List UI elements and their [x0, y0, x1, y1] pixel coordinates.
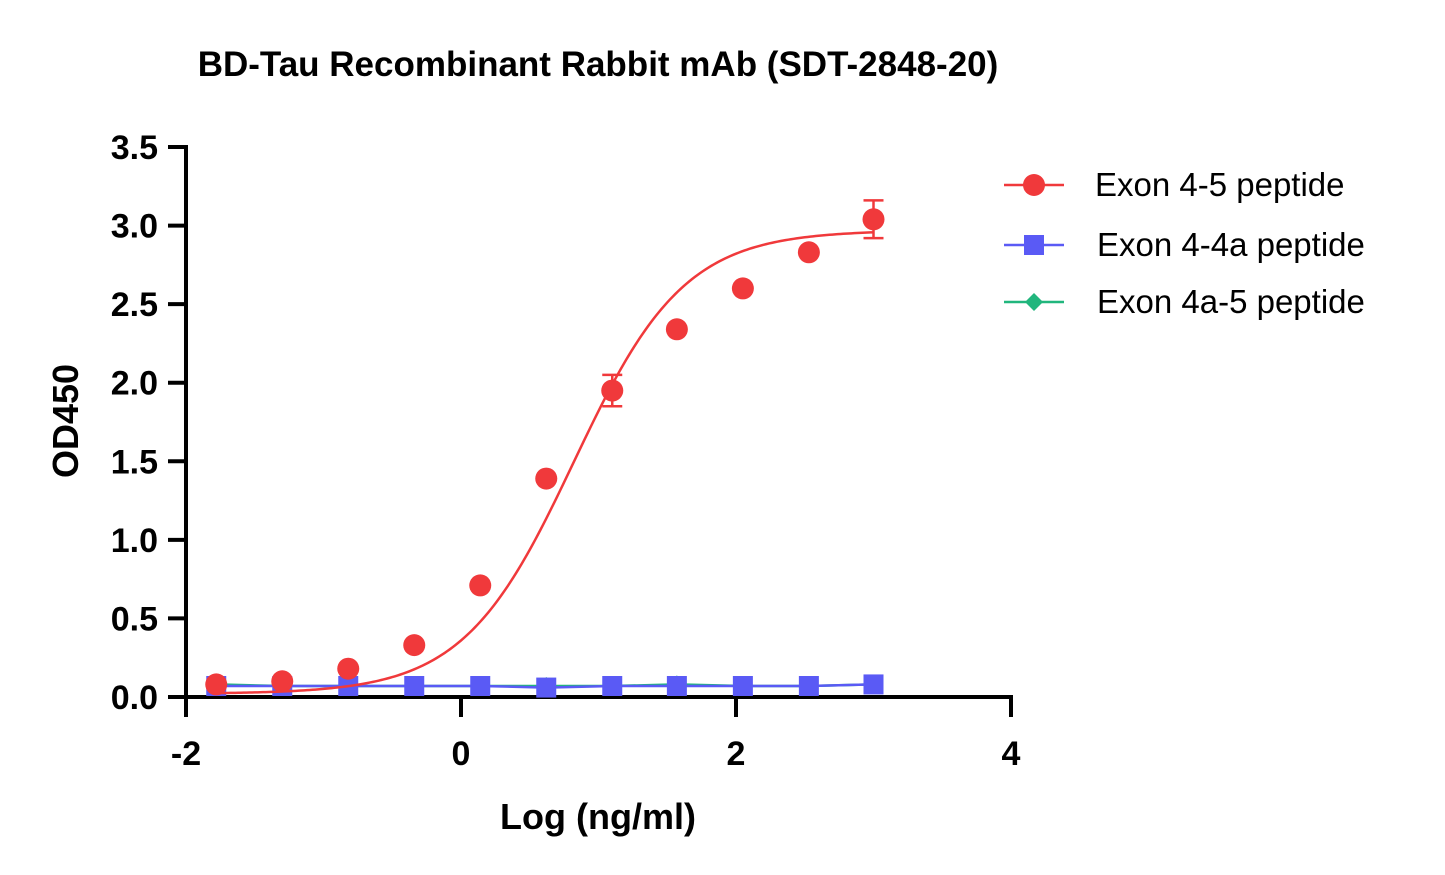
y-tick-label: 3.0: [111, 208, 158, 246]
x-axis-label: Log (ng/ml): [500, 796, 696, 837]
legend-label: Exon 4-4a peptide: [1097, 226, 1365, 263]
x-tick-label: 0: [452, 735, 471, 773]
plot-area: 0.0 0.5 1.0 1.5 2.0 2.5 3.0 3.5 -2 0 2 4: [111, 129, 1021, 773]
y-tick-label: 0.0: [111, 679, 158, 717]
data-point-square: [404, 676, 425, 696]
fit-curve-circle: [216, 231, 874, 695]
x-tick-label: -2: [171, 735, 201, 773]
data-point-circle: [665, 318, 688, 341]
y-axis-label: OD450: [45, 364, 86, 478]
data-point-square: [863, 674, 884, 695]
data-point-circle: [731, 277, 754, 300]
data-point-circle: [337, 657, 360, 680]
series-1: [205, 199, 885, 696]
x-tick-label: 4: [1002, 735, 1021, 773]
legend-item: Exon 4-4a peptide: [1004, 226, 1365, 263]
data-point-circle: [601, 379, 624, 402]
data-point-circle: [469, 574, 492, 597]
data-point-circle: [797, 241, 820, 264]
legend-marker-square: [1024, 235, 1044, 255]
data-point-circle: [403, 634, 426, 657]
legend-label: Exon 4a-5 peptide: [1097, 283, 1365, 320]
legend-item: Exon 4a-5 peptide: [1004, 283, 1365, 320]
legend-marker-circle: [1023, 174, 1045, 196]
data-point-square: [470, 676, 491, 696]
x-tick-label: 2: [727, 735, 746, 773]
chart-title: BD-Tau Recombinant Rabbit mAb (SDT-2848-…: [198, 45, 999, 84]
data-point-circle: [205, 673, 228, 696]
legend-item: Exon 4-5 peptide: [1004, 166, 1345, 203]
data-point-square: [666, 676, 687, 696]
y-tick-label: 0.5: [111, 600, 158, 638]
legend-marker-diamond: [1025, 293, 1043, 311]
data-point-square: [602, 676, 623, 696]
legend: Exon 4-5 peptide Exon 4-4a peptide Exon 4a…: [1004, 166, 1365, 320]
data-point-circle: [862, 208, 885, 231]
data-point-circle: [271, 670, 294, 693]
y-tick-label: 1.5: [111, 443, 158, 481]
y-tick-label: 1.0: [111, 522, 158, 560]
legend-label: Exon 4-5 peptide: [1095, 166, 1345, 203]
y-tick-label: 3.5: [111, 129, 158, 167]
y-tick-label: 2.0: [111, 365, 158, 403]
series-2: [206, 674, 884, 698]
data-point-square: [536, 677, 557, 698]
data-point-square: [732, 676, 753, 696]
data-point-circle: [535, 467, 558, 490]
data-point-square: [798, 676, 819, 696]
y-tick-label: 2.5: [111, 286, 158, 324]
